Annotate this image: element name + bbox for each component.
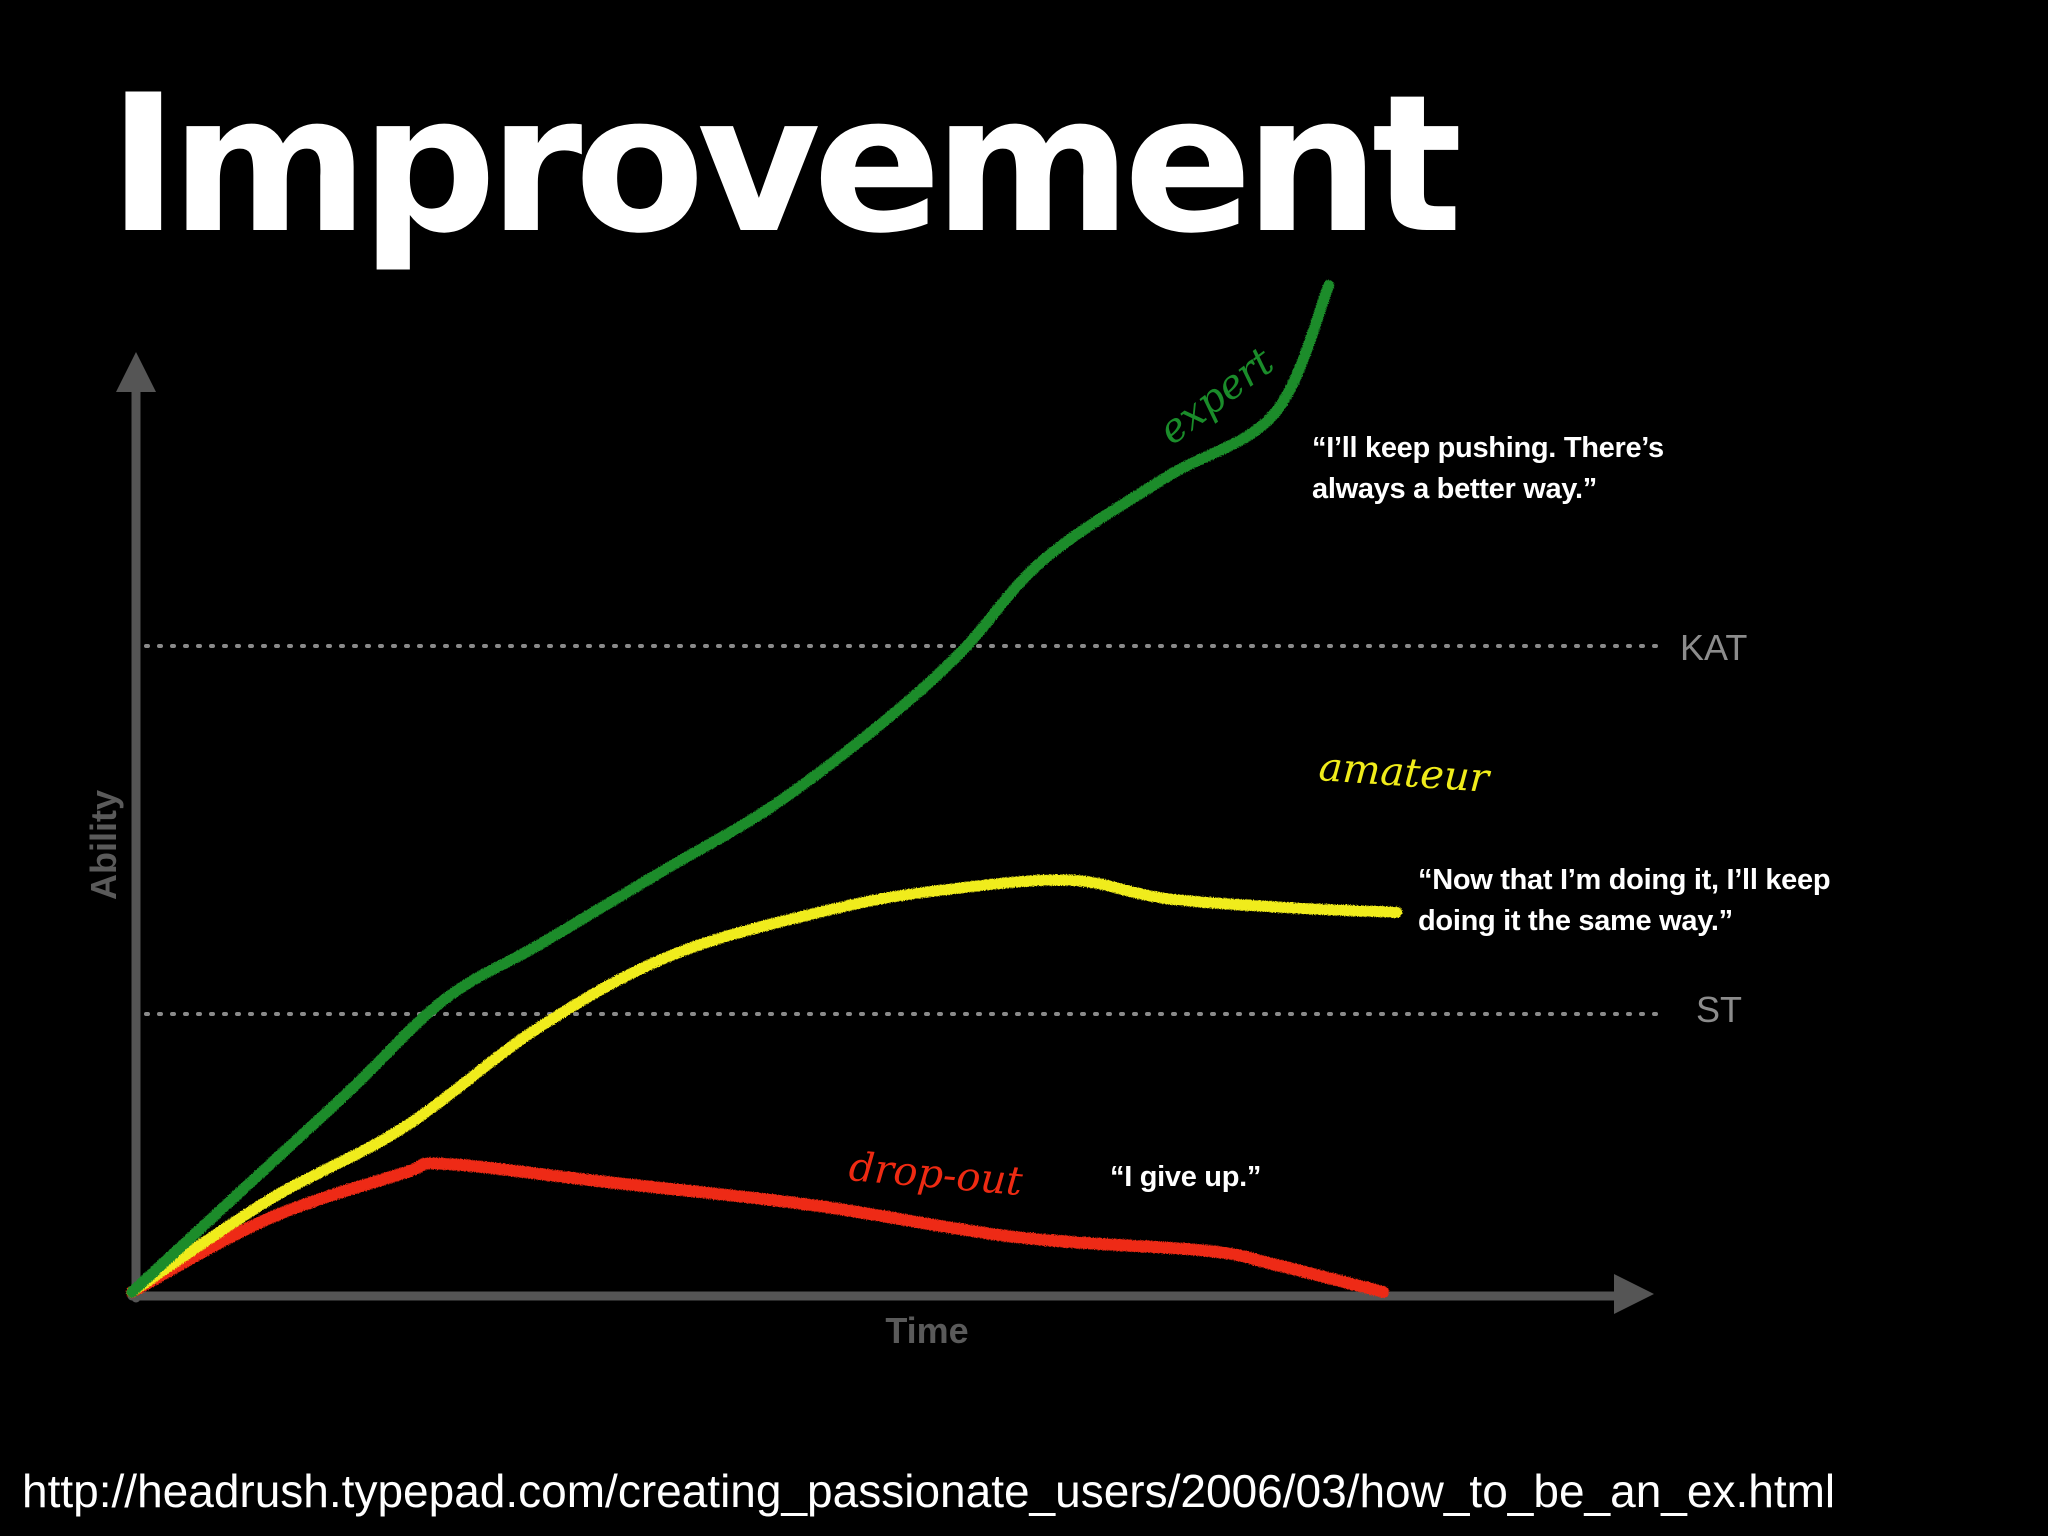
expert-series-label: expert	[1150, 338, 1283, 454]
expert-quote: “I’ll keep pushing. There’s always a bet…	[1312, 432, 1664, 505]
y-axis-arrowhead	[116, 352, 156, 392]
y-axis-label: Ability	[83, 790, 124, 900]
x-axis-arrowhead	[1614, 1274, 1654, 1314]
x-axis-label: Time	[885, 1310, 968, 1351]
kat-reference-label: KAT	[1680, 627, 1747, 668]
st-reference-label: ST	[1696, 989, 1742, 1030]
slide-title: Improvement	[108, 54, 1463, 275]
dropout-series-label: drop-out	[847, 1144, 1025, 1205]
dropout-series-line	[126, 1157, 1390, 1298]
amateur-quote: “Now that I’m doing it, I’ll keep doing …	[1418, 864, 1831, 937]
amateur-series-label: amateur	[1317, 744, 1493, 802]
dropout-quote: “I give up.”	[1110, 1161, 1262, 1193]
amateur-series-line	[126, 874, 1403, 1298]
source-url: http://headrush.typepad.com/creating_pas…	[22, 1465, 1836, 1517]
expert-series-line	[126, 280, 1335, 1298]
